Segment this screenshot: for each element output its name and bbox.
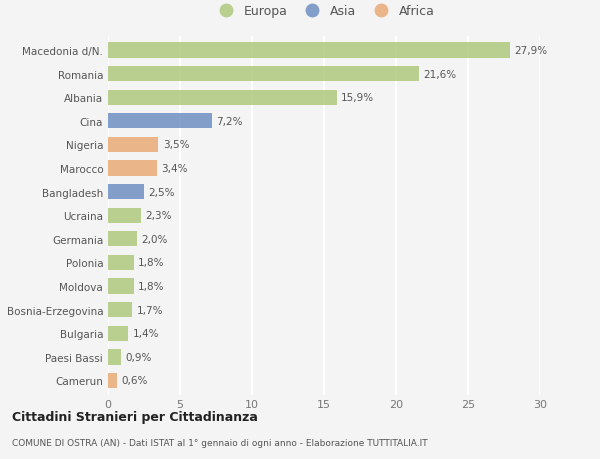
Bar: [108, 349, 121, 365]
Bar: [108, 185, 144, 200]
Bar: [108, 302, 133, 318]
Text: 2,0%: 2,0%: [141, 234, 167, 244]
Bar: [108, 114, 212, 129]
Text: 2,3%: 2,3%: [145, 211, 172, 221]
Text: Cittadini Stranieri per Cittadinanza: Cittadini Stranieri per Cittadinanza: [12, 410, 258, 423]
Text: 1,8%: 1,8%: [138, 258, 165, 268]
Text: 0,9%: 0,9%: [125, 352, 152, 362]
Bar: [108, 255, 134, 270]
Bar: [108, 161, 157, 176]
Bar: [108, 137, 158, 153]
Text: 1,4%: 1,4%: [133, 329, 159, 338]
Legend: Europa, Asia, Africa: Europa, Asia, Africa: [209, 0, 439, 23]
Bar: [108, 279, 134, 294]
Text: 1,7%: 1,7%: [137, 305, 163, 315]
Text: 15,9%: 15,9%: [341, 93, 374, 103]
Text: 3,4%: 3,4%: [161, 163, 188, 174]
Bar: [108, 67, 419, 82]
Text: 3,5%: 3,5%: [163, 140, 189, 150]
Bar: [108, 232, 137, 247]
Text: 2,5%: 2,5%: [148, 187, 175, 197]
Bar: [108, 43, 510, 58]
Bar: [108, 208, 141, 224]
Bar: [108, 90, 337, 106]
Bar: [108, 326, 128, 341]
Text: 7,2%: 7,2%: [216, 117, 242, 127]
Text: 0,6%: 0,6%: [121, 375, 148, 386]
Text: 27,9%: 27,9%: [514, 46, 547, 56]
Bar: [108, 373, 116, 388]
Text: 1,8%: 1,8%: [138, 281, 165, 291]
Text: COMUNE DI OSTRA (AN) - Dati ISTAT al 1° gennaio di ogni anno - Elaborazione TUTT: COMUNE DI OSTRA (AN) - Dati ISTAT al 1° …: [12, 438, 428, 447]
Text: 21,6%: 21,6%: [424, 69, 457, 79]
